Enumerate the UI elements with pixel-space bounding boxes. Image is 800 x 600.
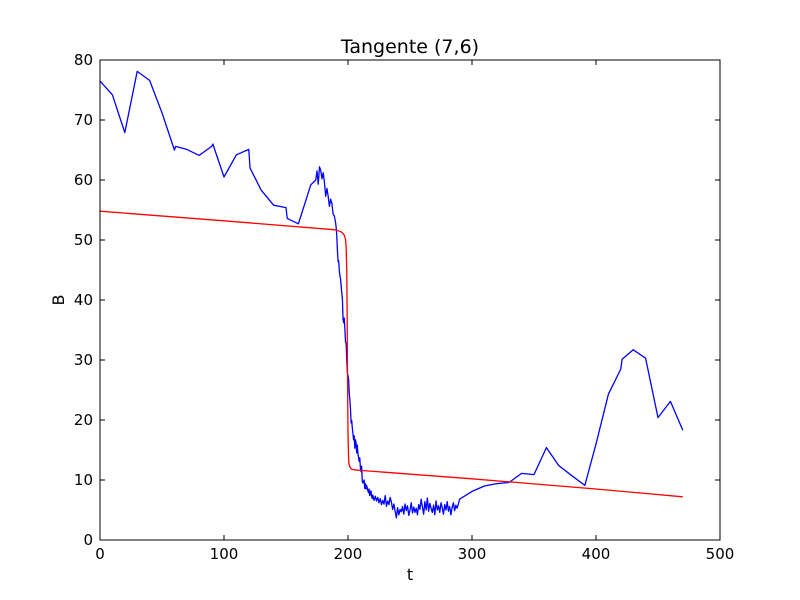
series-layer bbox=[100, 70, 684, 519]
x-tick-label: 0 bbox=[95, 545, 105, 563]
y-tick-label: 70 bbox=[74, 111, 93, 129]
y-tick-label: 10 bbox=[74, 471, 93, 489]
x-tick-label: 300 bbox=[458, 545, 487, 563]
x-axis-label: t bbox=[407, 565, 413, 584]
y-tick-label: 40 bbox=[74, 291, 93, 309]
x-tick-label: 200 bbox=[334, 545, 363, 563]
ticks-layer: 0 100 200 300 400 500 0 10 20 30 40 50 60 70 80 bbox=[74, 51, 734, 563]
y-tick-label: 20 bbox=[74, 411, 93, 429]
y-tick-label: 80 bbox=[74, 51, 93, 69]
x-tick-label: 500 bbox=[706, 545, 735, 563]
y-tick-label: 60 bbox=[74, 171, 93, 189]
y-tick-label: 0 bbox=[83, 531, 93, 549]
x-tick-label: 100 bbox=[210, 545, 239, 563]
x-tick-label: 400 bbox=[582, 545, 611, 563]
y-axis-label: B bbox=[49, 295, 68, 306]
series-line-1 bbox=[100, 70, 684, 519]
chart-title: Tangente (7,6) bbox=[340, 36, 479, 58]
y-tick-label: 30 bbox=[74, 351, 93, 369]
y-tick-label: 50 bbox=[74, 231, 93, 249]
series-line-2 bbox=[100, 210, 683, 498]
